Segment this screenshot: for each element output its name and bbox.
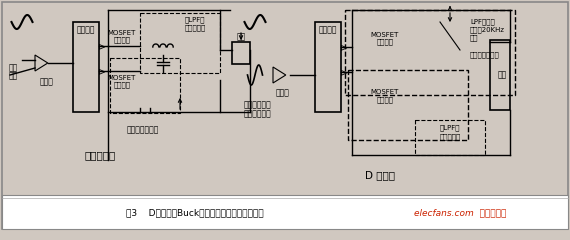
Text: 比较器: 比较器 bbox=[276, 89, 290, 97]
Text: elecfans.com  电子发烧友: elecfans.com 电子发烧友 bbox=[414, 209, 506, 217]
Text: MOSFET: MOSFET bbox=[371, 32, 399, 38]
Text: 音频信号输入: 音频信号输入 bbox=[244, 101, 272, 109]
Text: 降压转换器: 降压转换器 bbox=[84, 150, 116, 160]
Text: LPF的反馈: LPF的反馈 bbox=[470, 19, 495, 25]
Text: ⊳: ⊳ bbox=[340, 67, 348, 77]
Text: ⊳: ⊳ bbox=[340, 42, 348, 52]
Bar bbox=[345, 10, 515, 95]
Text: 控制在20KHz: 控制在20KHz bbox=[470, 27, 505, 33]
Text: 图3    D类功放与Buck降压变换器拓扑对比差异图: 图3 D类功放与Buck降压变换器拓扑对比差异图 bbox=[126, 209, 264, 217]
Text: （低端）: （低端） bbox=[377, 97, 393, 103]
Text: （高端）: （高端） bbox=[377, 39, 393, 45]
Bar bbox=[490, 40, 510, 110]
Text: 低通滤波器: 低通滤波器 bbox=[184, 25, 206, 31]
Text: （低端）: （低端） bbox=[113, 82, 131, 88]
Text: 低通滤波器: 低通滤波器 bbox=[439, 134, 461, 140]
Text: （高端）: （高端） bbox=[113, 37, 131, 43]
Bar bbox=[232, 42, 250, 64]
Text: 信号驱动: 信号驱动 bbox=[77, 25, 95, 35]
Text: ⊳: ⊳ bbox=[98, 66, 106, 76]
Text: 负载: 负载 bbox=[237, 32, 246, 42]
Bar bbox=[110, 58, 180, 113]
Text: 以上: 以上 bbox=[470, 35, 478, 41]
Text: MOSFET: MOSFET bbox=[108, 75, 136, 81]
Text: 比较器: 比较器 bbox=[40, 78, 54, 86]
Text: 基准: 基准 bbox=[9, 64, 18, 72]
Text: （LPF）: （LPF） bbox=[439, 125, 460, 131]
Text: 负载电流为双向: 负载电流为双向 bbox=[470, 52, 500, 58]
Text: D 类功放: D 类功放 bbox=[365, 170, 395, 180]
Text: 负载电流为单向: 负载电流为单向 bbox=[127, 126, 159, 134]
Bar bbox=[348, 70, 468, 140]
Bar bbox=[140, 13, 220, 73]
Text: （LPF）: （LPF） bbox=[185, 17, 205, 23]
Text: MOSFET: MOSFET bbox=[108, 30, 136, 36]
Text: 信号驱动: 信号驱动 bbox=[319, 25, 337, 35]
Bar bbox=[73, 22, 99, 112]
Text: 作为基准电压: 作为基准电压 bbox=[244, 109, 272, 119]
Text: MOSFET: MOSFET bbox=[371, 89, 399, 95]
Bar bbox=[315, 22, 341, 112]
Text: 负载: 负载 bbox=[498, 71, 507, 79]
Text: 电压: 电压 bbox=[9, 72, 18, 80]
Bar bbox=[415, 120, 485, 155]
Bar bbox=[2, 195, 568, 229]
Text: ⊳: ⊳ bbox=[98, 41, 106, 51]
